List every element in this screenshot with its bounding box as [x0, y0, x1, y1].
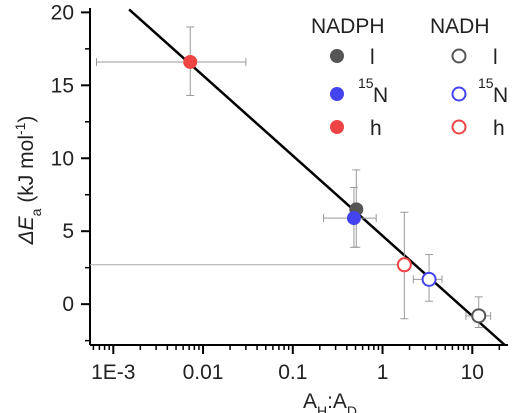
legend-marker-nadh-h — [451, 119, 467, 135]
x-tick-label: 1E-3 — [91, 361, 135, 384]
legend-marker-nadph-h — [330, 120, 344, 134]
legend-sup-nadph-15n: 15 — [358, 75, 374, 91]
x-ticks: 1E-3 0.01 0.1 1 10 — [91, 345, 501, 384]
x-tick-label: 1 — [377, 361, 389, 384]
y-ticks: 0 5 10 15 20 — [51, 1, 90, 342]
x-tick-label: 10 — [461, 361, 484, 384]
legend: NADPH NADH l 15 N h l 15 N h — [311, 15, 508, 140]
y-axis-title: ΔEa (kJ mol-1) — [12, 116, 44, 246]
legend-title-nadh: NADH — [430, 15, 490, 38]
data-point-nadh-l — [471, 308, 487, 324]
legend-sup-nadh-15n: 15 — [478, 75, 494, 91]
legend-label-nadph-l: l — [370, 46, 375, 69]
y-tick-label: 20 — [51, 1, 74, 24]
y-tick-label: 5 — [62, 220, 74, 243]
x-tick-label: 0.01 — [183, 361, 224, 384]
x-axis-title: AH:AD — [303, 390, 357, 413]
legend-marker-nadph-l — [330, 49, 344, 63]
legend-label-nadph-h: h — [370, 117, 382, 140]
data-point-nadph-15n — [346, 211, 361, 226]
legend-label-nadh-h: h — [493, 117, 505, 140]
y-tick-label: 15 — [51, 74, 74, 97]
y-tick-label: 0 — [62, 293, 74, 316]
x-tick-label: 0.1 — [278, 361, 307, 384]
legend-label-nadph-15n: N — [373, 84, 388, 107]
y-tick-label: 10 — [51, 147, 74, 170]
legend-marker-nadh-15n — [451, 86, 467, 102]
data-points — [183, 54, 487, 324]
legend-marker-nadph-15n — [330, 87, 344, 101]
legend-label-nadh-l: l — [493, 46, 498, 69]
legend-marker-nadh-l — [451, 48, 467, 64]
legend-label-nadh-15n: N — [493, 84, 508, 107]
legend-title-nadph: NADPH — [311, 15, 385, 38]
data-point-nadh-15n — [421, 271, 437, 287]
data-point-nadh-h — [396, 257, 412, 273]
data-point-nadph-h — [183, 54, 198, 69]
